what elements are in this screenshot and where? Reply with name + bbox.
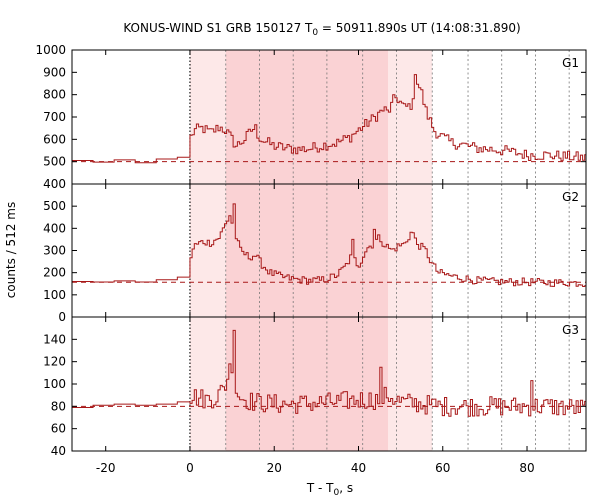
x-tick-label: 0 <box>186 461 194 475</box>
dark-shaded-interval <box>225 50 388 184</box>
panel-label: G2 <box>562 190 579 204</box>
x-axis-label: T - T0, s <box>306 481 353 498</box>
y-tick-label: 400 <box>43 177 66 191</box>
x-tick-label: 40 <box>351 461 366 475</box>
y-axis-label: counts / 512 ms <box>4 202 18 298</box>
y-tick-label: 300 <box>43 244 66 258</box>
x-tick-label: 60 <box>435 461 450 475</box>
light-curve-histogram <box>72 74 586 164</box>
y-tick-label: 60 <box>51 422 66 436</box>
y-tick-label: 700 <box>43 110 66 124</box>
y-tick-label: 900 <box>43 65 66 79</box>
y-tick-label: 0 <box>58 310 66 324</box>
light-curve-histogram <box>72 203 586 287</box>
y-tick-label: 500 <box>43 199 66 213</box>
panel-g3: 40 60 80 100 120 140 G3 <box>43 316 587 458</box>
light-curve-histogram <box>72 329 586 417</box>
y-tick-label: 800 <box>43 88 66 102</box>
y-tick-label: 100 <box>43 288 66 302</box>
y-tick-label: 1000 <box>35 43 66 57</box>
y-tick-label: 140 <box>43 332 66 346</box>
x-tick-label: -20 <box>96 461 116 475</box>
panel-label: G1 <box>562 56 579 70</box>
y-tick-label: 40 <box>51 444 66 458</box>
y-tick-label: 120 <box>43 355 66 369</box>
x-tick-label: 80 <box>519 461 534 475</box>
y-tick-label: 80 <box>51 399 66 413</box>
panel-label: G3 <box>562 323 579 337</box>
panel-g2: 0 100 200 300 400 500 G2 <box>43 183 587 324</box>
panel-g1: 400 500 600 700 800 900 1000 G1 <box>35 43 587 191</box>
x-tick-label: 20 <box>267 461 282 475</box>
y-tick-label: 500 <box>43 155 66 169</box>
y-tick-label: 100 <box>43 377 66 391</box>
dark-shaded-interval <box>225 184 388 317</box>
y-tick-label: 600 <box>43 132 66 146</box>
y-tick-label: 200 <box>43 266 66 280</box>
chart-title: KONUS-WIND S1 GRB 150127 T0 = 50911.890s… <box>123 21 520 38</box>
dark-shaded-interval <box>225 317 388 451</box>
y-tick-label: 400 <box>43 221 66 235</box>
